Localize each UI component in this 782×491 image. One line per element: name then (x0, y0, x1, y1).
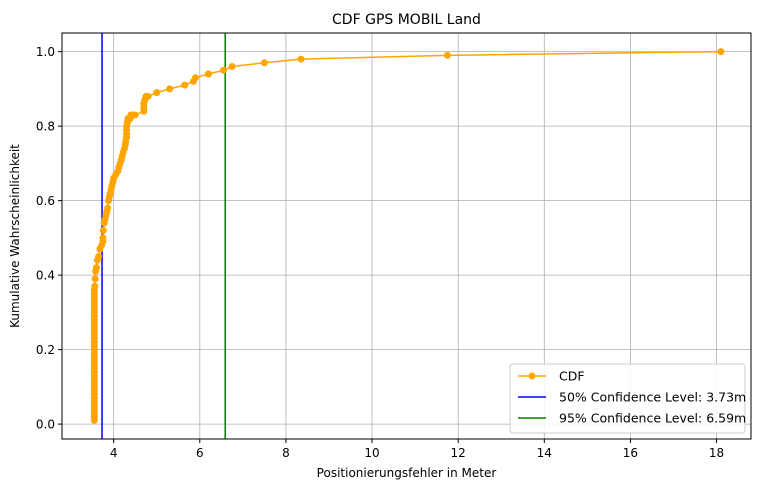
legend: CDF 50% Confidence Level: 3.73m 95% Conf… (509, 363, 746, 434)
x-tick-label: 12 (451, 446, 466, 460)
cdf-point (92, 264, 100, 272)
legend-50-label: 50% Confidence Level: 3.73m (559, 390, 746, 405)
y-tick-label: 0.8 (36, 120, 55, 134)
cdf-point (144, 92, 152, 100)
x-tick-label: 6 (196, 446, 204, 460)
y-tick-label: 0.0 (36, 418, 55, 432)
cdf-point (104, 204, 112, 212)
y-axis-label: Kumulative Wahrscheinlichkeit (8, 144, 22, 328)
cdf-point (166, 85, 174, 93)
x-tick-label: 4 (110, 446, 118, 460)
cdf-point (181, 81, 189, 89)
legend-cdf-marker (528, 372, 536, 380)
legend-cdf-label: CDF (559, 369, 585, 384)
plot-frame (61, 32, 752, 440)
y-axis-ticks: 0.0 0.2 0.4 0.6 0.8 1.0 (36, 45, 62, 432)
x-axis-ticks: 4 6 8 10 12 14 16 18 (110, 439, 724, 460)
x-tick-label: 16 (623, 446, 638, 460)
cdf-point (95, 252, 103, 260)
x-tick-label: 18 (709, 446, 724, 460)
cdf-point (443, 51, 451, 59)
cdf-point (228, 63, 236, 71)
grid (62, 33, 751, 439)
y-tick-label: 0.2 (36, 343, 55, 357)
cdf-point (131, 111, 139, 119)
cdf-point (297, 55, 305, 63)
cdf-point (219, 66, 227, 74)
cdf-point (91, 275, 99, 283)
legend-95-label: 95% Confidence Level: 6.59m (559, 411, 746, 426)
cdf-point (91, 282, 99, 290)
x-tick-label: 14 (537, 446, 552, 460)
x-tick-label: 8 (282, 446, 290, 460)
cdf-point (99, 226, 107, 234)
cdf-point (191, 74, 199, 82)
legend-box (509, 363, 746, 434)
x-axis-label: Positionierungsfehler in Meter (317, 466, 497, 480)
cdf-point (717, 48, 725, 56)
cdf-series (90, 48, 725, 424)
cdf-point (99, 234, 107, 242)
chart-title: CDF GPS MOBIL Land (332, 12, 481, 28)
cdf-point (260, 59, 268, 67)
y-tick-label: 1.0 (36, 45, 55, 59)
y-tick-label: 0.6 (36, 194, 55, 208)
x-tick-label: 10 (364, 446, 379, 460)
cdf-point (153, 89, 161, 97)
y-tick-label: 0.4 (36, 269, 55, 283)
cdf-point (204, 70, 212, 78)
